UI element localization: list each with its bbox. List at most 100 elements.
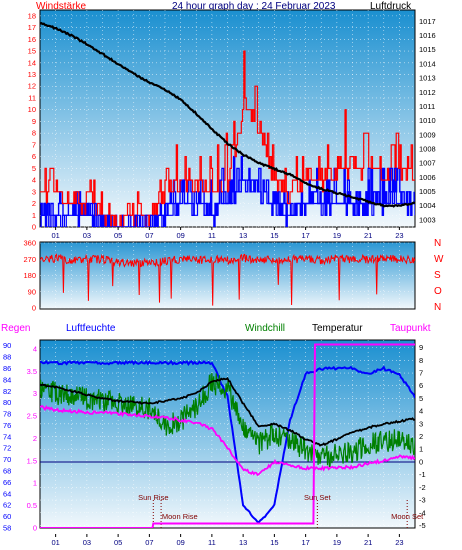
pressure-series-line <box>40 21 415 208</box>
pressure-tick-label: 1013 <box>419 74 436 83</box>
humidity-tick-label: 58 <box>3 524 11 533</box>
moon-rise-annotation: Moon Rise <box>162 512 198 521</box>
pressure-tick-label: 1008 <box>419 144 436 153</box>
temperature-tick-label: 7 <box>419 369 423 378</box>
rain-tick-label: 2 <box>33 434 37 443</box>
wind-tick-label: 11 <box>28 93 36 102</box>
temperature-tick-label: -2 <box>419 483 426 492</box>
humidity-tick-label: 68 <box>3 467 11 476</box>
temperature-x-tick-label: 21 <box>364 538 372 547</box>
humidity-tick-label: 70 <box>3 455 11 464</box>
wind-tick-label: 7 <box>32 140 36 149</box>
pressure-tick-label: 1007 <box>419 159 436 168</box>
temperature-tick-label: -5 <box>419 521 426 530</box>
wind-tick-label: 18 <box>28 11 36 20</box>
compass-letter: N <box>434 302 441 313</box>
pressure-tick-label: 1010 <box>419 116 436 125</box>
wind-axis-label: Windstärke <box>36 1 86 12</box>
humidity-tick-label: 62 <box>3 501 11 510</box>
temperature-x-axis: 01 03 05 07 09 11 13 15 17 19 21 23 <box>51 534 404 547</box>
wind-tick-label: 16 <box>28 35 36 44</box>
temperature-x-tick-label: 15 <box>270 538 278 547</box>
wind-x-tick-label: 09 <box>176 231 184 240</box>
sun-set-annotation: Sun Set <box>304 493 332 502</box>
wind-tick-label: 1 <box>32 211 36 220</box>
temperature-legend-label: Temperatur <box>312 323 363 334</box>
wind-x-tick-label: 03 <box>83 231 91 240</box>
temperature-tick-label: 3 <box>419 419 423 428</box>
wind-direction-y-axis: 0 90 180 270 360 <box>23 239 36 313</box>
wind-x-tick-label: 19 <box>333 231 341 240</box>
compass-letter: O <box>434 286 442 297</box>
wind-tick-label: 4 <box>32 176 36 185</box>
pressure-y-axis: 1003 1004 1005 1006 1007 1008 1009 1010 1011 1012… <box>419 17 436 225</box>
compass-letter: N <box>434 238 441 249</box>
compass-letter: W <box>434 254 444 265</box>
moon-set-annotation: Moon Set <box>391 512 424 521</box>
humidity-tick-label: 74 <box>3 432 11 441</box>
humidity-tick-label: 66 <box>3 478 11 487</box>
temperature-x-tick-label: 11 <box>208 538 216 547</box>
wind-tick-label: 5 <box>32 164 36 173</box>
wind-tick-label: 12 <box>28 82 36 91</box>
rain-tick-label: 0 <box>33 524 37 533</box>
temperature-series-line <box>40 376 415 447</box>
humidity-tick-label: 72 <box>3 444 11 453</box>
wind-tick-label: 14 <box>28 58 36 67</box>
temperature-tick-label: -1 <box>419 470 426 479</box>
wind-tick-label: 0 <box>32 223 36 232</box>
direction-tick-label: 270 <box>23 255 36 264</box>
rain-tick-label: 0.5 <box>27 501 37 510</box>
dewpoint-legend-label: Taupunkt <box>390 323 431 334</box>
temperature-tick-label: -4 <box>419 508 426 517</box>
temperature-y-axis: -5 -4 -3 -2 -1 0 1 2 3 4 5 6 7 8 9 <box>419 343 426 530</box>
wind-x-tick-label: 13 <box>239 231 247 240</box>
temperature-x-tick-label: 05 <box>114 538 122 547</box>
humidity-y-axis: 58 60 62 64 66 68 70 72 74 76 78 80 82 84 86 88 90 <box>3 341 11 532</box>
temperature-x-tick-label: 23 <box>395 538 403 547</box>
wind-x-tick-label: 05 <box>114 231 122 240</box>
rain-tick-label: 1.5 <box>27 456 37 465</box>
dewpoint-series-line <box>40 405 415 477</box>
wind-x-tick-label: 21 <box>364 231 372 240</box>
temperature-tick-label: 2 <box>419 432 423 441</box>
humidity-tick-label: 90 <box>3 341 11 350</box>
humidity-tick-label: 60 <box>3 512 11 521</box>
wind-x-tick-label: 15 <box>270 231 278 240</box>
pressure-tick-label: 1006 <box>419 173 436 182</box>
wind-tick-label: 17 <box>28 23 36 32</box>
rain-tick-label: 1 <box>33 479 37 488</box>
direction-tick-label: 90 <box>28 287 36 296</box>
wind-direction-series-line <box>40 253 415 306</box>
wind-tick-label: 8 <box>32 129 36 138</box>
temperature-tick-label: -3 <box>419 496 426 505</box>
temperature-tick-label: 8 <box>419 356 423 365</box>
compass-letter: S <box>434 270 441 281</box>
humidity-series-line <box>40 359 415 524</box>
chart-title: 24 hour graph day : 24 Februar 2023 <box>172 1 336 12</box>
pressure-tick-label: 1016 <box>419 31 436 40</box>
pressure-tick-label: 1014 <box>419 59 436 68</box>
temperature-tick-label: 5 <box>419 394 423 403</box>
rain-series-line <box>40 343 415 528</box>
humidity-tick-label: 76 <box>3 421 11 430</box>
temperature-tick-label: 1 <box>419 445 423 454</box>
direction-tick-label: 360 <box>23 239 36 248</box>
wind-tick-label: 10 <box>28 105 36 114</box>
wind-x-tick-label: 17 <box>301 231 309 240</box>
temperature-x-tick-label: 01 <box>51 538 59 547</box>
wind-tick-label: 2 <box>32 199 36 208</box>
humidity-legend-label: Luftfeuchte <box>66 323 116 334</box>
pressure-tick-label: 1004 <box>419 201 436 210</box>
rain-tick-label: 4 <box>33 344 37 353</box>
temperature-x-tick-label: 03 <box>83 538 91 547</box>
temperature-x-tick-label: 07 <box>145 538 153 547</box>
sun-rise-annotation: Sun Rise <box>138 493 168 502</box>
pressure-tick-label: 1017 <box>419 17 436 26</box>
wind-x-tick-label: 23 <box>395 231 403 240</box>
